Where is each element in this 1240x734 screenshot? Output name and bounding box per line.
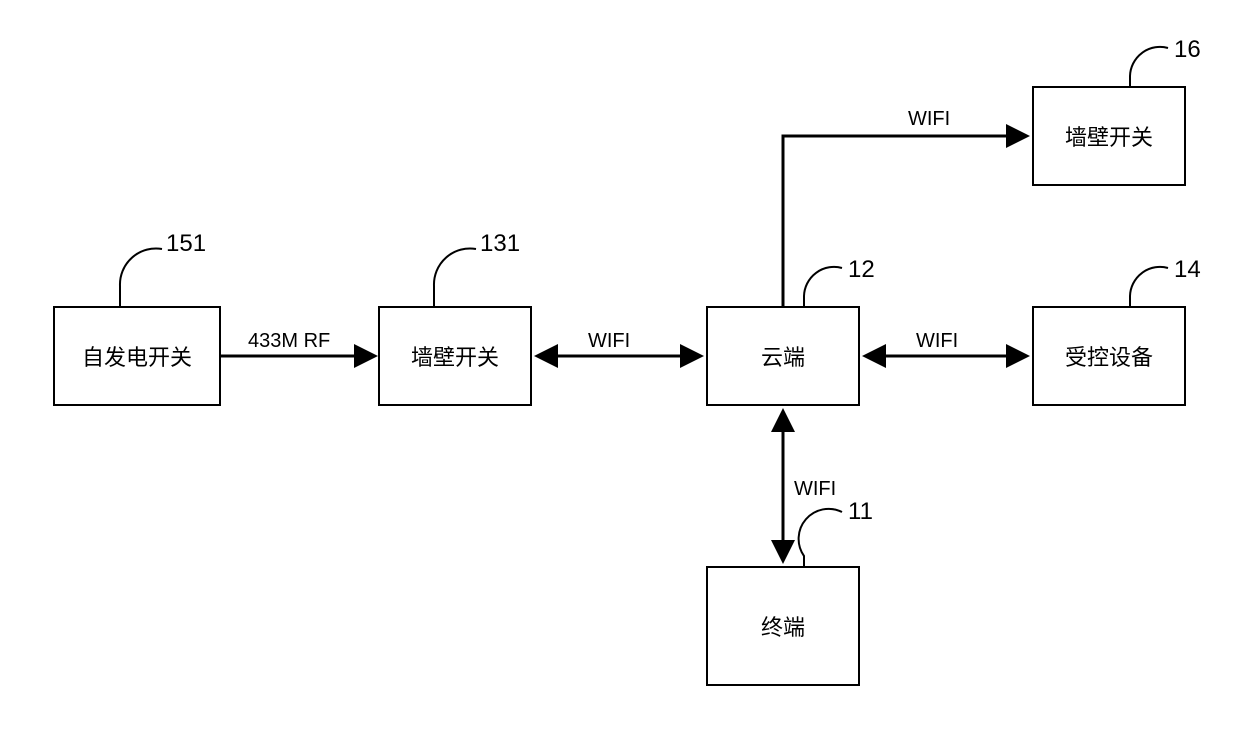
node-label: 自发电开关 bbox=[82, 340, 192, 372]
callout-curve-11 bbox=[799, 509, 842, 566]
node-terminal: 终端 bbox=[706, 566, 860, 686]
callout-14: 14 bbox=[1174, 256, 1201, 284]
edge-label-wifi-12-14: WIFI bbox=[916, 330, 958, 353]
node-label: 云端 bbox=[761, 340, 805, 372]
node-cloud: 云端 bbox=[706, 306, 860, 406]
callout-curve-16 bbox=[1130, 47, 1168, 86]
node-label: 受控设备 bbox=[1065, 340, 1153, 372]
node-wall-switch-131: 墙壁开关 bbox=[378, 306, 532, 406]
callout-131: 131 bbox=[480, 230, 520, 258]
callout-151: 151 bbox=[166, 230, 206, 258]
edge-label-wifi-131-12: WIFI bbox=[588, 330, 630, 353]
callout-curve-14 bbox=[1130, 267, 1168, 306]
node-wall-switch-16: 墙壁开关 bbox=[1032, 86, 1186, 186]
node-label: 终端 bbox=[761, 610, 805, 642]
callout-curve-131 bbox=[434, 248, 476, 306]
edge-12-16 bbox=[783, 136, 1024, 306]
node-label: 墙壁开关 bbox=[1065, 120, 1153, 152]
edge-label-433m-rf: 433M RF bbox=[248, 330, 330, 353]
callout-curve-151 bbox=[120, 248, 162, 306]
edge-label-wifi-12-16: WIFI bbox=[908, 108, 950, 131]
callout-11: 11 bbox=[848, 498, 873, 526]
node-self-power-switch: 自发电开关 bbox=[53, 306, 221, 406]
node-controlled-device: 受控设备 bbox=[1032, 306, 1186, 406]
callout-curve-12 bbox=[804, 267, 842, 306]
callout-12: 12 bbox=[848, 256, 875, 284]
edge-label-wifi-12-11: WIFI bbox=[794, 478, 836, 501]
node-label: 墙壁开关 bbox=[411, 340, 499, 372]
callout-16: 16 bbox=[1174, 36, 1201, 64]
